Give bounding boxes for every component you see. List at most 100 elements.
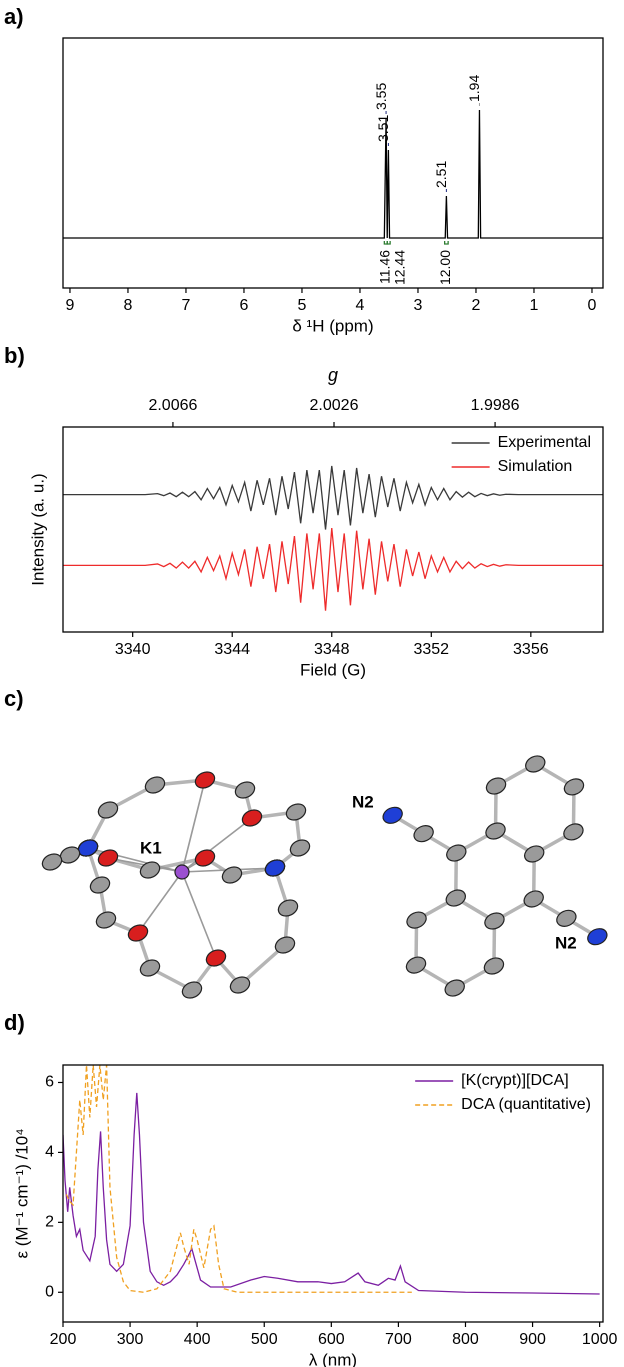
x-tick-label: 5	[298, 297, 307, 314]
atom	[484, 912, 505, 930]
atom	[444, 979, 465, 997]
y-axis-label: ε (M⁻¹ cm⁻¹) /10⁴	[12, 1128, 31, 1258]
atom	[194, 849, 216, 867]
atom-label: N2	[555, 933, 577, 952]
integral-bracket	[444, 241, 449, 245]
x-tick-label: 900	[519, 1331, 546, 1348]
crystal-structure	[41, 755, 608, 999]
atom	[523, 890, 544, 908]
legend-label: Simulation	[498, 458, 573, 475]
panel-label: a)	[4, 4, 24, 29]
integral-label: 12.00	[437, 250, 453, 285]
x-tick-label: 2	[472, 297, 481, 314]
panel-label: c)	[4, 686, 24, 711]
bond	[181, 779, 206, 873]
x2-tick-label: 2.0066	[148, 397, 197, 414]
series-line	[65, 1065, 412, 1293]
x-tick-label: 800	[452, 1331, 479, 1348]
series-line	[63, 1092, 600, 1295]
x-axis-label: Field (G)	[300, 660, 366, 679]
x-tick-label: 3348	[314, 641, 350, 658]
atom	[181, 981, 203, 999]
atom-label: N2	[352, 792, 374, 811]
plot-frame	[62, 1064, 604, 1323]
x-tick-label: 3352	[413, 641, 449, 658]
atom	[97, 849, 119, 867]
x2-axis-label: g	[328, 365, 338, 385]
atom	[274, 936, 296, 954]
atom	[587, 928, 608, 946]
atom	[97, 801, 119, 819]
atom	[485, 822, 506, 840]
atom	[229, 976, 251, 994]
atom	[285, 803, 307, 821]
integral-bracket	[386, 241, 391, 245]
x-tick-label: 3344	[214, 641, 250, 658]
peak-label: 2.51	[433, 161, 449, 188]
atom	[413, 825, 434, 843]
x-tick-label: 200	[50, 1331, 77, 1348]
plot-frame	[62, 37, 604, 289]
integral-label: 11.46	[376, 250, 392, 284]
bond	[181, 817, 253, 873]
atom	[525, 755, 546, 773]
atom	[144, 776, 166, 794]
peak-label: 3.55	[373, 83, 389, 110]
atom	[289, 839, 311, 857]
atom	[41, 853, 63, 871]
x2-tick-label: 1.9986	[471, 397, 520, 414]
x-tick-label: 4	[356, 297, 365, 314]
atom	[277, 899, 299, 917]
atom	[446, 844, 467, 862]
atom	[194, 771, 216, 789]
x-tick-label: 1	[530, 297, 539, 314]
atom	[264, 859, 286, 877]
x-tick-label: 500	[251, 1331, 278, 1348]
series-line	[63, 465, 603, 530]
legend-label: [K(crypt)][DCA]	[461, 1072, 569, 1089]
peak-label: 3.51	[375, 115, 391, 142]
atom	[241, 809, 263, 827]
atom	[556, 909, 577, 927]
atom	[483, 957, 505, 975]
y-tick-label: 0	[45, 1283, 54, 1300]
atom	[524, 845, 545, 863]
plot-frame	[62, 426, 604, 633]
peak-label: 1.94	[466, 75, 482, 102]
panel-label: b)	[4, 343, 25, 368]
x-tick-label: 9	[66, 297, 75, 314]
integral-label: 12.44	[391, 250, 407, 285]
y-tick-label: 6	[45, 1074, 54, 1091]
atom	[139, 861, 161, 879]
y-axis-label: Intensity (a. u.)	[28, 473, 47, 585]
atom	[406, 911, 427, 929]
atom	[89, 876, 111, 894]
x-tick-label: 3340	[115, 641, 151, 658]
atom-label: K1	[140, 838, 162, 857]
y-tick-label: 2	[45, 1214, 54, 1231]
bond	[137, 871, 183, 934]
atom	[382, 806, 403, 824]
legend-label: Experimental	[498, 434, 591, 451]
bond	[181, 871, 217, 959]
panel-label: d)	[4, 1010, 25, 1035]
y-tick-label: 4	[45, 1144, 54, 1161]
x-tick-label: 8	[124, 297, 133, 314]
legend-label: DCA (quantitative)	[461, 1096, 591, 1113]
x-tick-label: 300	[117, 1331, 144, 1348]
atom	[445, 889, 466, 907]
x-tick-label: 700	[385, 1331, 412, 1348]
x-tick-label: 6	[240, 297, 249, 314]
x2-tick-label: 2.0026	[310, 397, 359, 414]
atom	[563, 778, 585, 796]
x-tick-label: 3	[414, 297, 423, 314]
atom	[563, 823, 584, 841]
x-tick-label: 0	[588, 297, 597, 314]
series-line	[63, 528, 603, 611]
x-tick-label: 600	[318, 1331, 345, 1348]
atom	[234, 781, 256, 799]
atom	[485, 777, 507, 795]
x-tick-label: 1000	[582, 1331, 618, 1348]
